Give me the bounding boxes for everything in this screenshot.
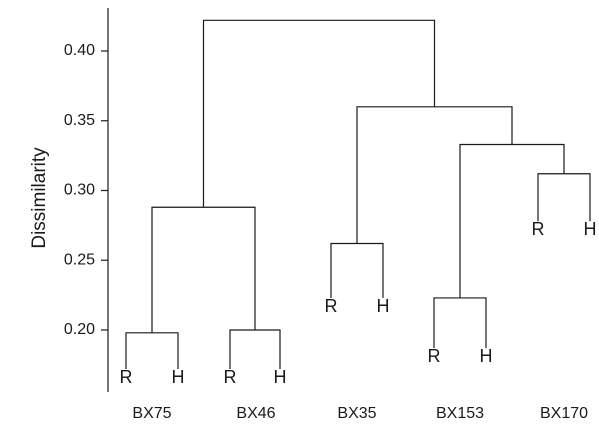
y-tick-label: 0.40 [64, 42, 95, 59]
group-label: BX35 [337, 405, 376, 422]
leaf-label: R [120, 367, 133, 387]
dendrogram-link [151, 206, 256, 333]
leaf-labels: R H R H R H R H R H [120, 219, 597, 387]
dendrogram-link [330, 242, 384, 298]
leaf-label: H [172, 367, 185, 387]
group-label: BX170 [540, 405, 588, 422]
leaf-label: H [584, 219, 597, 239]
group-labels: BX75 BX46 BX35 BX153 BX170 [132, 405, 588, 422]
dendrogram-link [356, 106, 513, 244]
leaf-label: R [224, 367, 237, 387]
leaf-label: R [325, 296, 338, 316]
dendrogram-link [202, 19, 436, 208]
dendrogram-link [433, 297, 487, 349]
leaf-label: H [274, 367, 287, 387]
y-axis-label: Dissimilarity [29, 147, 50, 249]
dendrogram-link [537, 173, 591, 222]
y-axis-ticks: 0.20 0.25 0.30 0.35 0.40 [64, 42, 108, 338]
dendrogram-link [125, 332, 179, 370]
leaf-label: R [428, 346, 441, 366]
y-tick-label: 0.30 [64, 182, 95, 199]
leaf-label: R [532, 219, 545, 239]
group-label: BX46 [236, 405, 275, 422]
dendrogram-link [229, 329, 281, 370]
y-tick-label: 0.25 [64, 251, 95, 268]
dendrogram-links [125, 19, 591, 370]
y-tick-label: 0.20 [64, 321, 95, 338]
dendrogram-link [459, 143, 565, 298]
y-tick-label: 0.35 [64, 112, 95, 129]
group-label: BX153 [436, 405, 484, 422]
leaf-label: H [480, 346, 493, 366]
group-label: BX75 [132, 405, 171, 422]
leaf-label: H [377, 296, 390, 316]
